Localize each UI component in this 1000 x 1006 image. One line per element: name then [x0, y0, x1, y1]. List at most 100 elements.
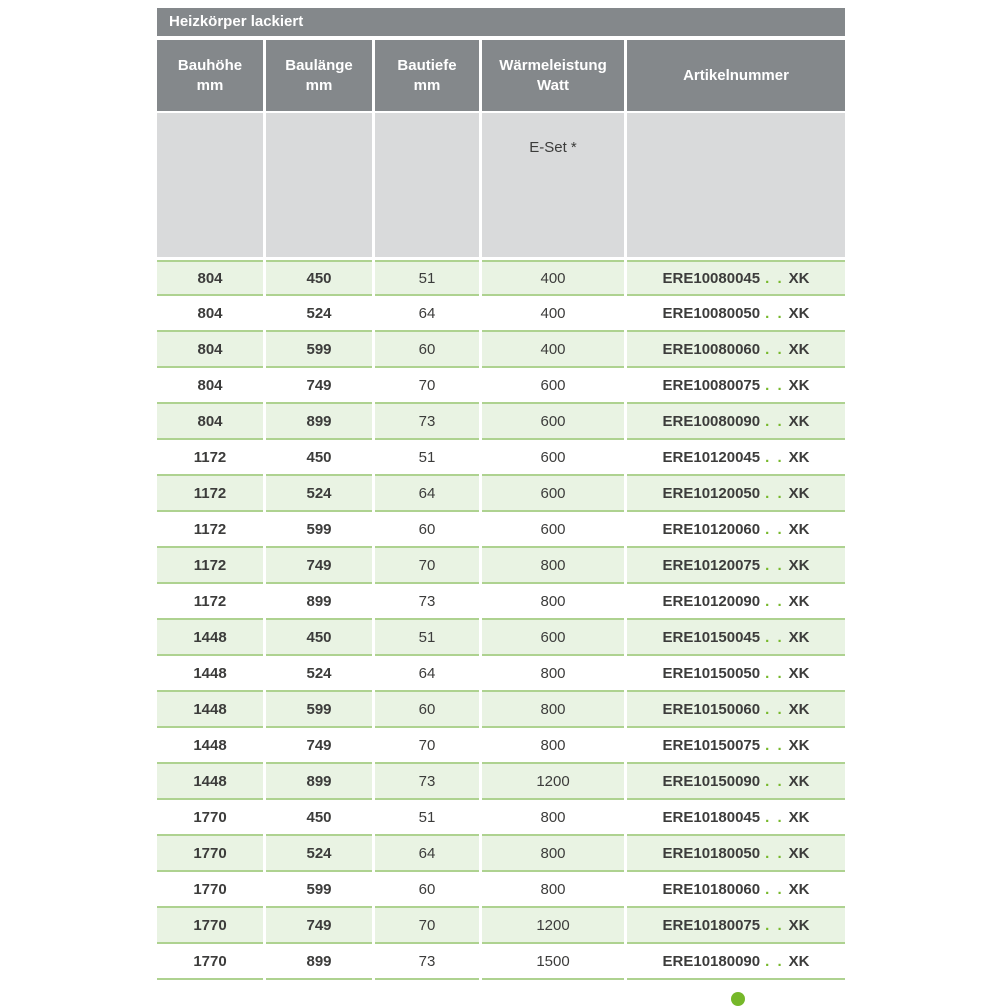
cell-watt: 400	[482, 332, 624, 368]
cell-baulaenge: 599	[266, 512, 372, 548]
subheader-cell-bauhoehe	[157, 113, 263, 257]
artikel-suffix: XK	[788, 376, 810, 394]
cell-bauhoehe: 1172	[157, 548, 263, 584]
artikel-color-dots: . .	[765, 736, 784, 754]
eset-label: E-Set *	[529, 139, 577, 156]
cell-artikelnummer: ERE10080050. . XK	[627, 296, 845, 332]
cell-bauhoehe: 1172	[157, 440, 263, 476]
artikel-suffix: XK	[788, 340, 810, 358]
artikel-code: ERE10080045	[662, 269, 761, 287]
cell-baulaenge: 599	[266, 332, 372, 368]
cell-bauhoehe: 1448	[157, 728, 263, 764]
cell-artikelnummer: ERE10180050. . XK	[627, 836, 845, 872]
cell-artikelnummer: ERE10080045. . XK	[627, 260, 845, 296]
artikel-code: ERE10120075	[662, 556, 761, 574]
cell-artikelnummer: ERE10180090. . XK	[627, 944, 845, 980]
artikel-code: ERE10120090	[662, 592, 761, 610]
cell-bauhoehe: 1448	[157, 692, 263, 728]
column-header-label: Artikelnummer	[683, 66, 789, 84]
column-header-unit: Watt	[537, 76, 569, 94]
cell-bautiefe: 60	[375, 332, 479, 368]
cell-watt: 400	[482, 260, 624, 296]
artikel-suffix: XK	[788, 844, 810, 862]
artikel-color-dots: . .	[765, 520, 784, 538]
artikel-code: ERE10180075	[662, 916, 761, 934]
artikel-color-dots: . .	[765, 269, 784, 287]
cell-watt: 1500	[482, 944, 624, 980]
cell-baulaenge: 450	[266, 440, 372, 476]
cell-artikelnummer: ERE10120090. . XK	[627, 584, 845, 620]
cell-watt: 600	[482, 512, 624, 548]
cell-watt: 800	[482, 692, 624, 728]
artikel-suffix: XK	[788, 808, 810, 826]
cell-bautiefe: 60	[375, 512, 479, 548]
cell-artikelnummer: ERE10080090. . XK	[627, 404, 845, 440]
artikel-suffix: XK	[788, 269, 810, 287]
artikel-code: ERE10120060	[662, 520, 761, 538]
artikel-color-dots: . .	[765, 448, 784, 466]
cell-baulaenge: 749	[266, 548, 372, 584]
artikel-code: ERE10150060	[662, 700, 761, 718]
cell-bauhoehe: 1172	[157, 476, 263, 512]
cell-baulaenge: 599	[266, 692, 372, 728]
column-header-waermeleistung: Wärmeleistung Watt	[482, 40, 624, 111]
subheader-cell-artikelnummer	[627, 113, 845, 257]
cell-artikelnummer: ERE10080060. . XK	[627, 332, 845, 368]
artikel-color-dots: . .	[765, 772, 784, 790]
cell-baulaenge: 524	[266, 836, 372, 872]
artikel-suffix: XK	[788, 664, 810, 682]
artikel-code: ERE10120045	[662, 448, 761, 466]
artikel-code: ERE10150045	[662, 628, 761, 646]
cell-watt: 800	[482, 548, 624, 584]
cell-baulaenge: 450	[266, 260, 372, 296]
artikel-suffix: XK	[788, 484, 810, 502]
cell-bauhoehe: 1770	[157, 908, 263, 944]
artikel-code: ERE10120050	[662, 484, 761, 502]
table-row: 804 899 73 600 ERE10080090. . XK	[157, 404, 845, 440]
artikel-suffix: XK	[788, 772, 810, 790]
cell-baulaenge: 450	[266, 800, 372, 836]
cell-bautiefe: 70	[375, 728, 479, 764]
column-header-bautiefe: Bautiefe mm	[375, 40, 479, 111]
artikel-code: ERE10080050	[662, 304, 761, 322]
column-header-unit: mm	[196, 76, 224, 94]
cell-bauhoehe: 1172	[157, 512, 263, 548]
cell-bautiefe: 64	[375, 296, 479, 332]
cell-bautiefe: 64	[375, 656, 479, 692]
subheader-cell-baulaenge	[266, 113, 372, 257]
artikel-code: ERE10180090	[662, 952, 761, 970]
artikel-color-dots: . .	[765, 340, 784, 358]
cell-bautiefe: 51	[375, 800, 479, 836]
cell-baulaenge: 749	[266, 728, 372, 764]
artikel-code: ERE10180045	[662, 808, 761, 826]
table-row: 1770 450 51 800 ERE10180045. . XK	[157, 800, 845, 836]
cell-bauhoehe: 1770	[157, 872, 263, 908]
cell-artikelnummer: ERE10120050. . XK	[627, 476, 845, 512]
cell-bauhoehe: 1770	[157, 800, 263, 836]
artikel-suffix: XK	[788, 628, 810, 646]
cell-watt: 600	[482, 620, 624, 656]
artikel-code: ERE10180050	[662, 844, 761, 862]
cell-bauhoehe: 804	[157, 296, 263, 332]
cell-bauhoehe: 1770	[157, 836, 263, 872]
cell-bautiefe: 51	[375, 620, 479, 656]
cell-artikelnummer: ERE10180060. . XK	[627, 872, 845, 908]
cell-bauhoehe: 1448	[157, 620, 263, 656]
artikel-code: ERE10080075	[662, 376, 761, 394]
table-row: 1448 749 70 800 ERE10150075. . XK	[157, 728, 845, 764]
cell-bauhoehe: 1448	[157, 764, 263, 800]
cell-artikelnummer: ERE10150090. . XK	[627, 764, 845, 800]
cell-artikelnummer: ERE10150045. . XK	[627, 620, 845, 656]
product-table: Heizkörper lackiert Bauhöhe mm Baulänge …	[157, 8, 845, 980]
cell-bautiefe: 64	[375, 476, 479, 512]
table-row: 804 524 64 400 ERE10080050. . XK	[157, 296, 845, 332]
cell-watt: 400	[482, 296, 624, 332]
cell-bauhoehe: 1770	[157, 944, 263, 980]
artikel-suffix: XK	[788, 448, 810, 466]
cell-bauhoehe: 804	[157, 368, 263, 404]
subheader-cell-eset: E-Set *	[482, 113, 624, 257]
column-header-unit: mm	[413, 76, 441, 94]
cell-watt: 800	[482, 872, 624, 908]
cell-bautiefe: 70	[375, 368, 479, 404]
cell-bautiefe: 73	[375, 764, 479, 800]
